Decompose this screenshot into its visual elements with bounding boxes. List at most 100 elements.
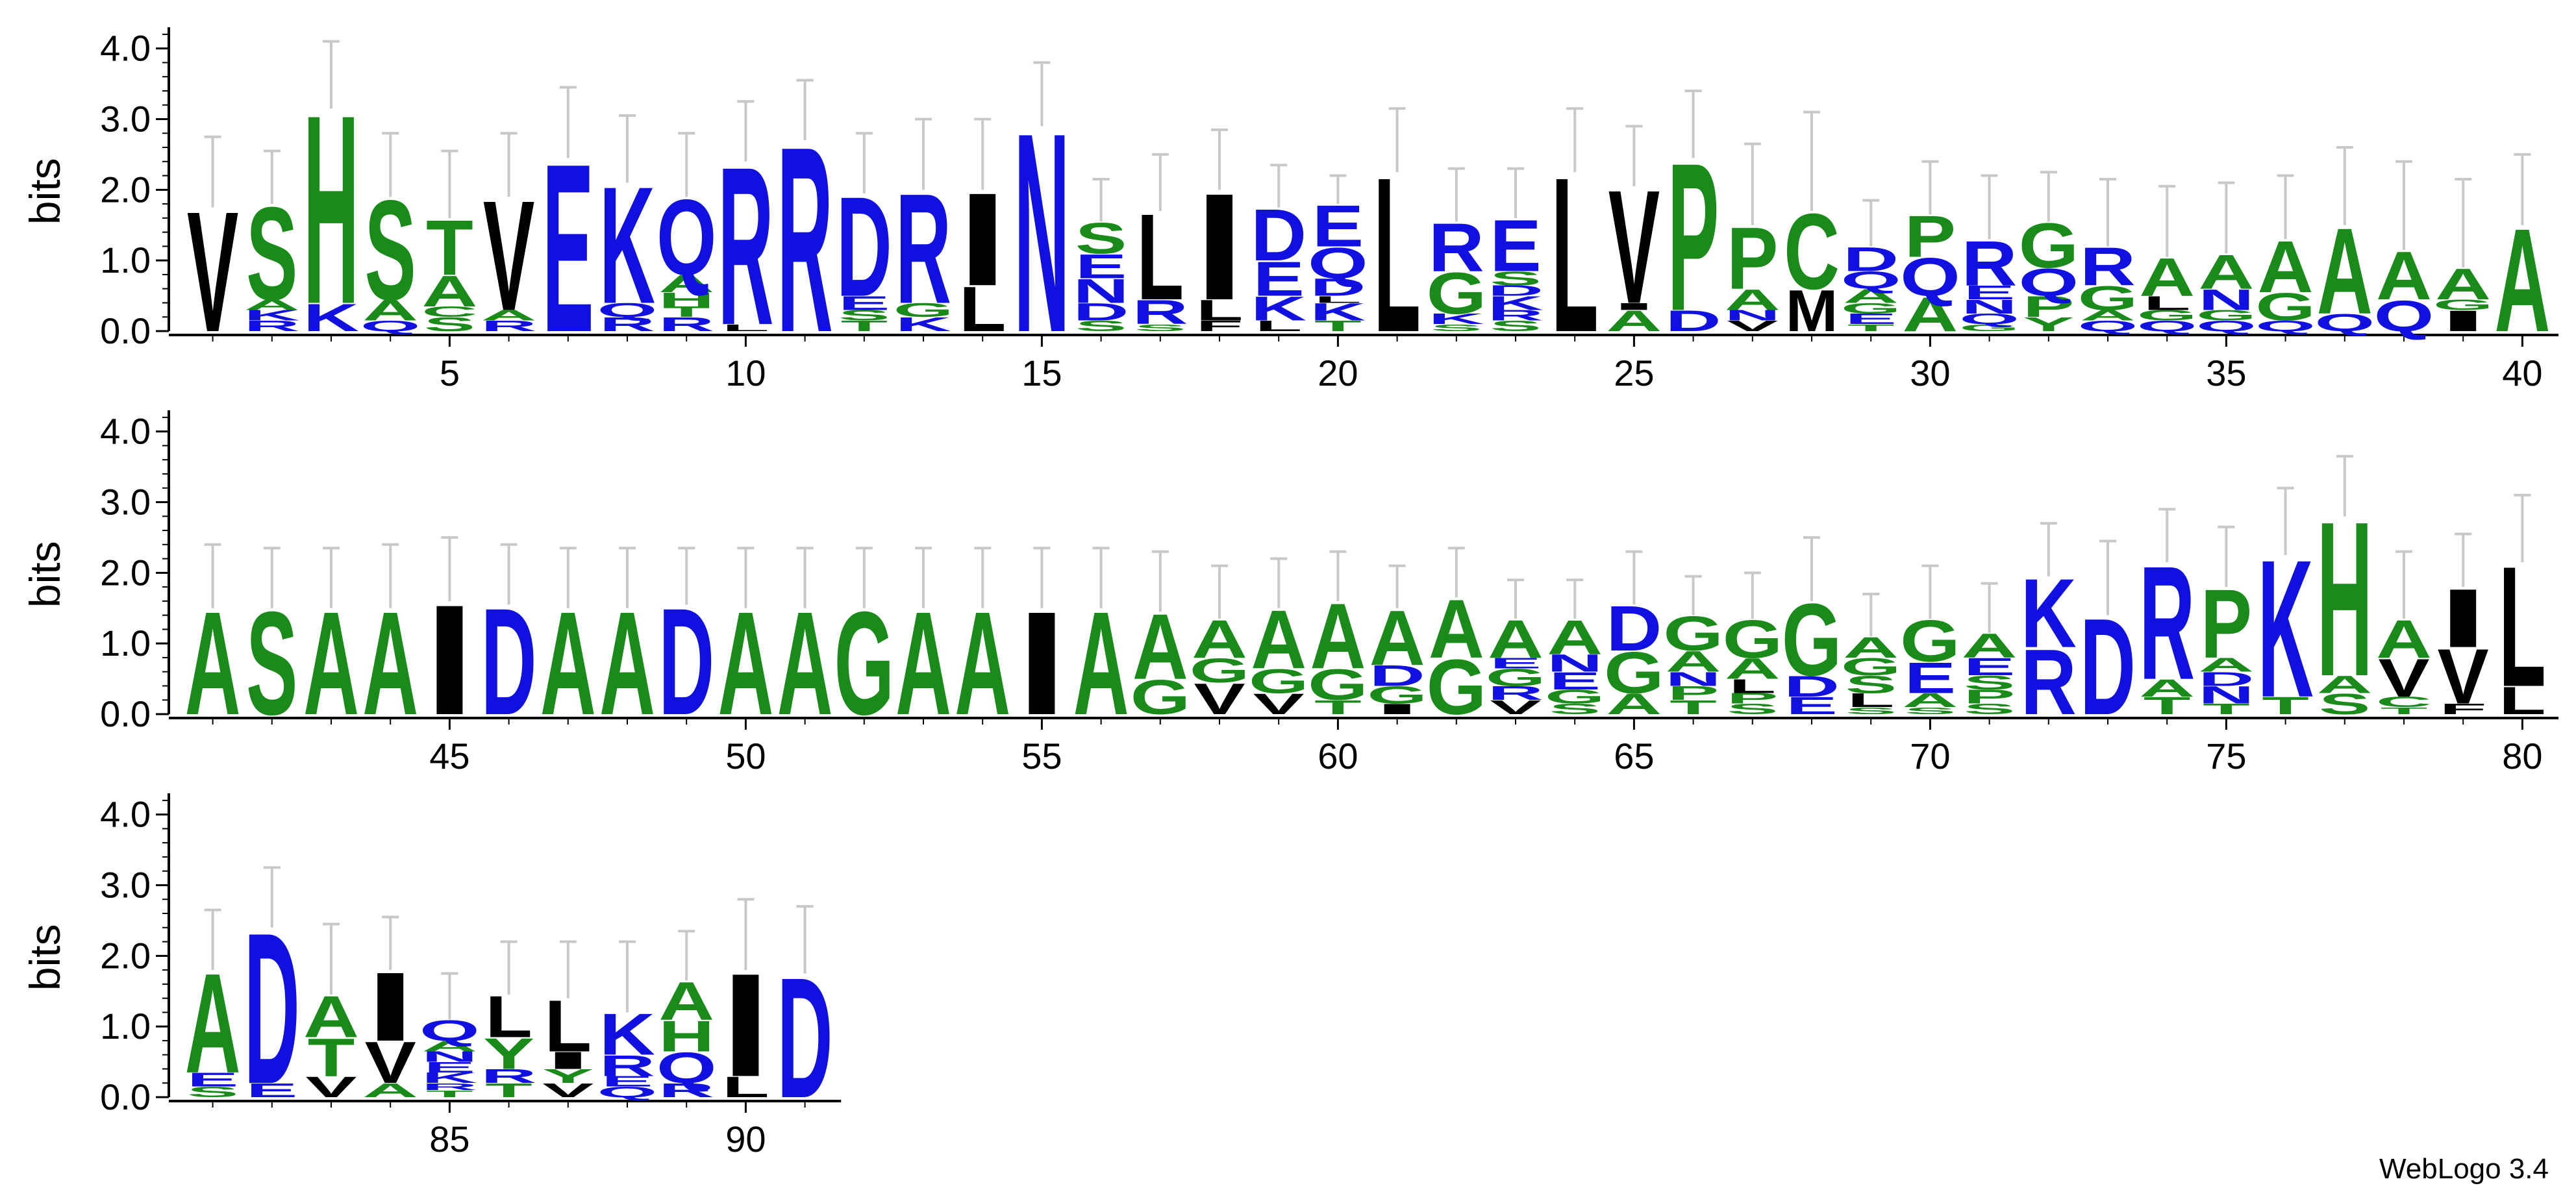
logo-letter-I: I <box>2438 304 2488 338</box>
logo-column-47: A <box>540 547 596 746</box>
logo-letter-S: S <box>1431 322 1482 333</box>
logo-letter-G: G <box>1131 670 1190 725</box>
logo-letter-Y: Y <box>542 1065 594 1087</box>
logo-column-73: D <box>2080 539 2136 744</box>
logo-letter-T: T <box>1314 697 1362 719</box>
logo-letter-V: V <box>2438 633 2489 721</box>
logo-letter-E: E <box>1905 653 1956 703</box>
logo-letter-K: K <box>1488 292 1544 314</box>
logo-letter-G: G <box>894 299 953 321</box>
logo-letter-T: T <box>426 204 473 291</box>
logo-letter-P: P <box>1727 691 1778 707</box>
logo-letter-G: G <box>1249 662 1308 700</box>
logo-letter-C: C <box>421 304 477 320</box>
logo-letter-C: C <box>1784 191 1840 312</box>
logo-letter-D: D <box>1488 282 1544 299</box>
logo-letter-A: A <box>2198 245 2254 299</box>
logo-letter-A: A <box>1547 610 1603 665</box>
logo-letter-A: A <box>599 582 655 746</box>
logo-letter-V: V <box>365 1030 416 1096</box>
logo-letter-A: A <box>1310 584 1366 688</box>
logo-letter-R: R <box>481 318 537 334</box>
logo-letter-Q: Q <box>2315 309 2375 336</box>
logo-column-13: KGR <box>894 118 953 337</box>
logo-letter-L: L <box>1314 294 1362 305</box>
logo-letter-R: R <box>2080 236 2136 297</box>
logo-letter-K: K <box>599 1002 655 1067</box>
logo-letter-S: S <box>1134 322 1186 333</box>
logo-column-65: AGD <box>1604 550 1664 721</box>
logo-letter-K: K <box>895 314 951 336</box>
logo-letter-A: A <box>2139 675 2195 702</box>
y-tick-label: 2.0 <box>100 169 151 210</box>
logo-letter-A: A <box>540 582 596 746</box>
logo-letter-K: K <box>1251 290 1307 328</box>
logo-letter-R: R <box>1132 293 1188 332</box>
logo-letter-N: N <box>1666 668 1721 690</box>
y-axis-label: bits <box>21 541 69 608</box>
logo-letter-A: A <box>1606 305 1662 338</box>
logo-column-43: A <box>303 547 359 746</box>
logo-letter-A: A <box>1606 688 1662 721</box>
x-tick-label: 15 <box>1021 353 1062 393</box>
logo-column-51: A <box>777 547 833 746</box>
logo-letter-L: L <box>722 322 769 333</box>
y-tick-label: 4.0 <box>100 28 151 69</box>
logo-column-6: RAV <box>481 132 537 343</box>
logo-letter-A: A <box>1251 593 1307 686</box>
logo-column-76: TK <box>2258 486 2314 738</box>
logo-letter-P: P <box>1905 204 1956 269</box>
logo-letter-G: G <box>1308 660 1368 710</box>
logo-column-15: N <box>1014 61 1069 392</box>
logo-column-14: LI <box>958 118 1008 345</box>
x-tick-label: 70 <box>1910 736 1950 776</box>
logo-column-46: D <box>481 543 537 747</box>
logo-letter-P: P <box>2023 291 2074 323</box>
logo-letter-D: D <box>2080 591 2136 744</box>
logo-letter-A: A <box>244 297 300 313</box>
logo-letter-S: S <box>1490 318 1541 334</box>
logo-letter-D: D <box>1073 298 1129 325</box>
logo-letter-E: E <box>1312 193 1364 259</box>
logo-letter-A: A <box>421 1038 477 1054</box>
logo-letter-T: T <box>663 304 710 320</box>
logo-letter-G: G <box>1723 609 1782 669</box>
logo-letter-V: V <box>542 1080 594 1102</box>
logo-letter-A: A <box>1725 284 1781 316</box>
logo-column-45: I <box>425 536 475 748</box>
logo-letter-E: E <box>1075 247 1127 286</box>
logo-column-50: A <box>718 547 773 746</box>
logo-column-30: AQP <box>1900 160 1960 342</box>
logo-letter-R: R <box>895 162 951 336</box>
logo-letter-E: E <box>187 1069 238 1091</box>
logo-letter-R: R <box>658 1080 714 1102</box>
y-tick-label: 3.0 <box>100 864 151 905</box>
logo-letter-E: E <box>1549 667 1601 695</box>
logo-letter-A: A <box>895 582 951 746</box>
logo-letter-D: D <box>1310 273 1366 301</box>
logo-column-11: R <box>777 79 833 388</box>
logo-letter-G: G <box>1663 607 1723 662</box>
logo-letter-D: D <box>1251 194 1307 277</box>
x-tick-label: 75 <box>2206 736 2246 776</box>
logo-column-48: A <box>599 547 655 746</box>
logo-letter-G: G <box>2196 308 2256 324</box>
logo-letter-K: K <box>599 153 655 338</box>
logo-letter-I: I <box>425 573 475 748</box>
logo-letter-D: D <box>1666 305 1721 338</box>
